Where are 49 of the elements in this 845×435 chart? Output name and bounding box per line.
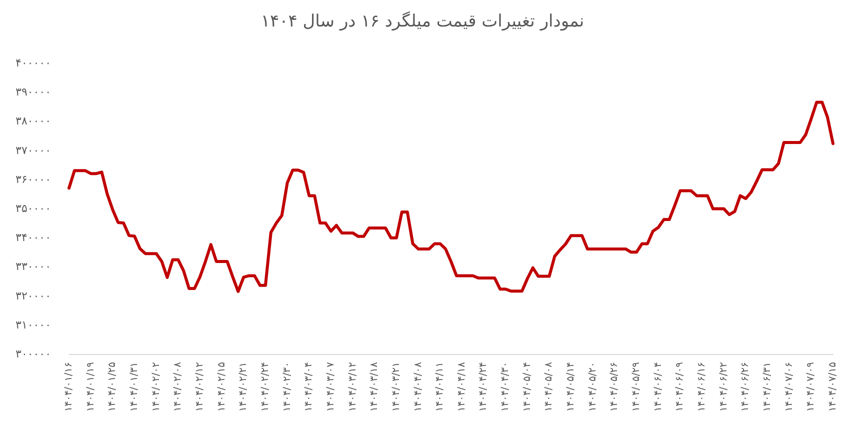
x-tick-label: ۱۴۰۴/۰۱/۲۵	[107, 362, 118, 412]
x-tick-label: ۱۴۰۴/۰۱/۳۱	[128, 362, 140, 412]
x-tick-label: ۱۴۰۴/۰۶/۱۶	[696, 362, 708, 412]
x-tick-label: ۱۴۰۴/۰۵/۲۰	[587, 362, 598, 412]
y-tick-label: ۳۹۰۰۰۰	[16, 86, 51, 99]
x-tick-label: ۱۴۰۴/۰۴/۱۱	[434, 362, 446, 412]
x-tick-label: ۱۴۰۴/۰۳/۱۸	[369, 361, 380, 412]
y-tick-label: ۳۷۰۰۰۰	[16, 144, 51, 157]
y-tick-label: ۳۲۰۰۰۰	[16, 289, 51, 302]
x-tick-label: ۱۴۰۴/۰۷/۰۶	[784, 362, 795, 412]
x-tick-label: ۱۴۰۴/۰۳/۰۴	[304, 362, 315, 412]
x-tick-label: ۱۴۰۴/۰۲/۱۵	[216, 362, 228, 412]
chart-title: نمودار تغییرات قیمت میلگرد ۱۶ در سال ۱۴۰۴	[260, 10, 584, 32]
x-tick-label: ۱۴۰۴/۰۶/۲۶	[740, 362, 752, 412]
line-series	[68, 100, 834, 293]
x-tick-label: ۱۴۰۴/۰۵/۰۴	[522, 362, 533, 412]
x-tick-label: ۱۴۰۴/۰۶/۳۱	[762, 362, 774, 412]
x-tick-label: ۱۴۰۴/۰۱/۱۹	[85, 362, 96, 412]
x-tick-label: ۱۴۰۴/۰۴/۰۸	[412, 361, 424, 412]
y-tick-label: ۳۶۰۰۰۰	[16, 172, 51, 186]
y-tick-label: ۳۰۰۰۰۰	[16, 348, 51, 360]
x-tick-label: ۱۴۰۴/۰۵/۲۹	[631, 362, 642, 412]
x-tick-label: ۱۴۰۴/۰۷/۰۹	[806, 362, 817, 412]
x-tick-label: ۱۴۰۴/۰۲/۲۴	[260, 362, 271, 412]
x-tick-label: ۱۴۰۴/۰۶/۰۴	[652, 362, 664, 412]
x-tick-label: ۱۴۰۴/۰۶/۲۲	[718, 362, 730, 412]
x-tick-label: ۱۴۰۴/۰۵/۰۸	[544, 361, 555, 412]
x-tick-label: ۱۴۰۴/۰۲/۱۲	[194, 362, 206, 412]
x-tick-label: ۱۴۰۴/۰۲/۲۱	[238, 362, 250, 412]
x-tick-label: ۱۴۰۴/۰۳/۲۱	[390, 362, 402, 412]
x-tick-label: ۱۴۰۴/۰۴/۱۸	[456, 361, 468, 412]
y-tick-label: ۳۳۰۰۰۰	[16, 260, 51, 274]
x-tick-label: ۱۴۰۴/۰۳/۱۲	[347, 362, 358, 412]
x-tick-label: ۱۴۰۴/۰۱/۱۶	[64, 362, 74, 412]
x-tick-label: ۱۴۰۴/۰۲/۳۰	[282, 362, 293, 412]
x-tick-label: ۱۴۰۴/۰۴/۲۴	[478, 362, 490, 412]
x-tick-label: ۱۴۰۴/۰۵/۱۴	[566, 362, 577, 412]
x-tick-label: ۱۴۰۴/۰۴/۳۰	[500, 362, 512, 412]
x-tick-label: ۱۴۰۴/۰۶/۰۹	[674, 362, 686, 412]
x-tick-label: ۱۴۰۴/۰۵/۲۶	[609, 362, 620, 412]
x-tick-label: ۱۴۰۴/۰۲/۰۲	[150, 362, 162, 412]
y-tick-label: ۳۴۰۰۰۰	[16, 231, 51, 244]
y-tick-label: ۳۸۰۰۰۰	[16, 114, 51, 128]
x-tick-label: ۱۴۰۴/۰۷/۱۵	[828, 362, 838, 412]
y-tick-label: ۳۱۰۰۰۰	[16, 318, 51, 332]
x-tick-label: ۱۴۰۴/۰۲/۰۸	[172, 361, 184, 412]
y-tick-label: ۳۵۰۰۰۰	[16, 202, 51, 215]
y-tick-label: ۴۰۰۰۰۰	[16, 56, 51, 70]
x-tick-label: ۱۴۰۴/۰۳/۰۷	[325, 361, 336, 412]
